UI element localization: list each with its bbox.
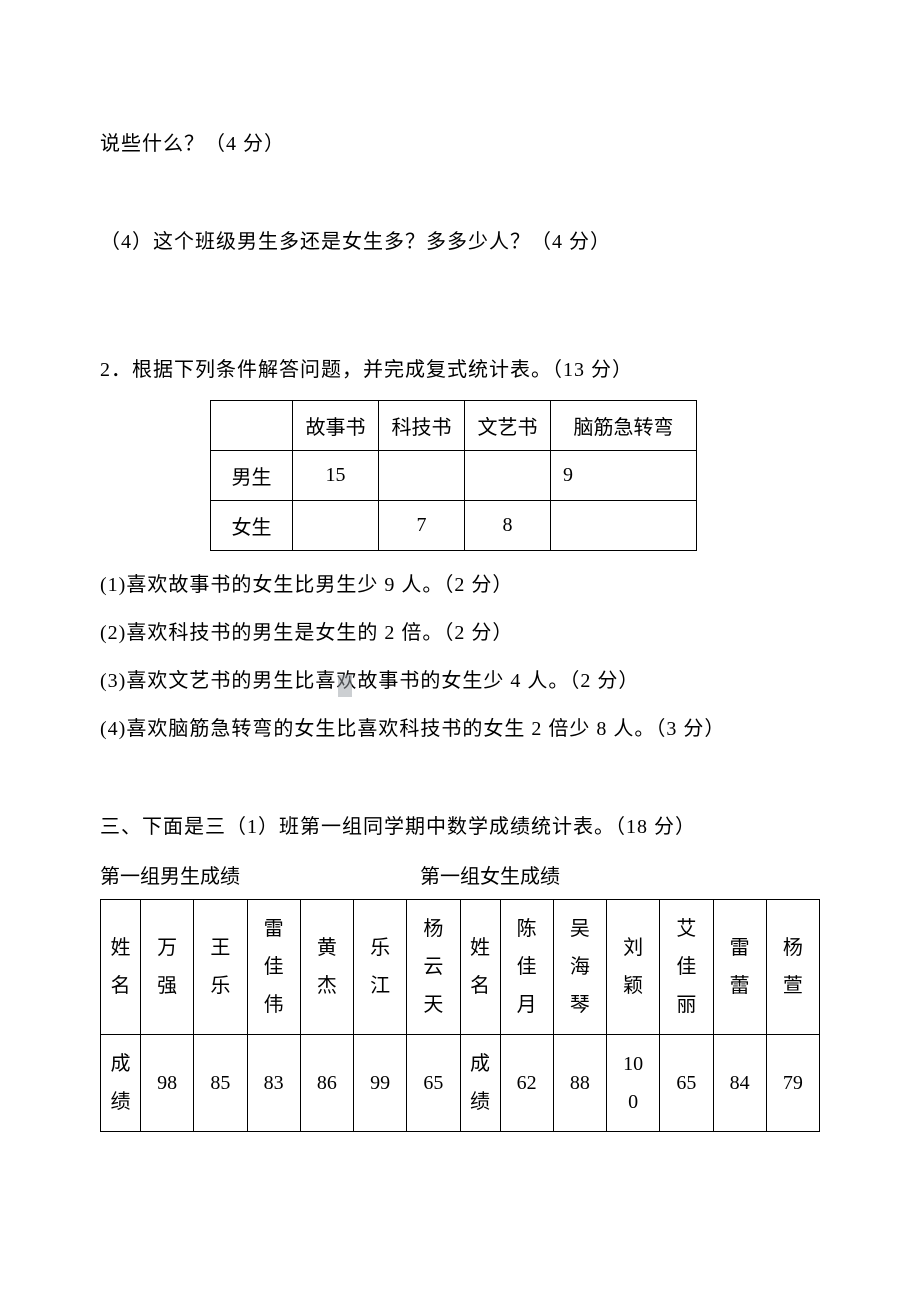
boy-name-5: 杨云天 — [407, 900, 460, 1035]
girl-score-1: 88 — [553, 1035, 606, 1132]
header-name-girls: 姓名 — [460, 900, 500, 1035]
table-header-story: 故事书 — [293, 401, 379, 451]
table-header-art: 文艺书 — [465, 401, 551, 451]
girl-name-5: 杨萱 — [766, 900, 819, 1035]
scores-table: 姓名 万强 王乐 雷佳伟 黄杰 乐江 杨云天 姓名 陈佳月 吴海琴 刘颖 艾佳丽… — [100, 899, 820, 1132]
girl-score-5: 79 — [766, 1035, 819, 1132]
cell-girls-science: 7 — [379, 501, 465, 551]
table-header-riddle: 脑筋急转弯 — [551, 401, 697, 451]
question-2-3: (3)喜欢文艺书的男生比喜欢故事书的女生少 4 人。（2 分） — [100, 657, 820, 705]
girl-score-4: 84 — [713, 1035, 766, 1132]
question-4: （4）这个班级男生多还是女生多？多多少人？（4 分） — [100, 218, 820, 266]
cell-boys-art — [465, 451, 551, 501]
question-2-intro: 2．根据下列条件解答问题，并完成复式统计表。（13 分） — [100, 346, 820, 394]
question-2-2: (2)喜欢科技书的男生是女生的 2 倍。（2 分） — [100, 609, 820, 657]
girl-name-3: 艾佳丽 — [660, 900, 713, 1035]
header-score-girls: 成绩 — [460, 1035, 500, 1132]
cell-girls-story — [293, 501, 379, 551]
label-boys-group: 第一组男生成绩 — [100, 857, 420, 897]
row-label-girls: 女生 — [211, 501, 293, 551]
cell-boys-riddle: 9 — [551, 451, 697, 501]
question-fragment-top: 说些什么？（4 分） — [100, 120, 820, 168]
girl-score-2: 100 — [607, 1035, 660, 1132]
girl-name-0: 陈佳月 — [500, 900, 553, 1035]
boy-score-3: 86 — [300, 1035, 353, 1132]
boy-name-1: 王乐 — [194, 900, 247, 1035]
table-header-empty — [211, 401, 293, 451]
boy-name-2: 雷佳伟 — [247, 900, 300, 1035]
cell-girls-riddle — [551, 501, 697, 551]
table-header-science: 科技书 — [379, 401, 465, 451]
header-name-boys: 姓名 — [101, 900, 141, 1035]
boy-name-3: 黄杰 — [300, 900, 353, 1035]
cell-boys-story: 15 — [293, 451, 379, 501]
group-labels-row: 第一组男生成绩 第一组女生成绩 — [100, 857, 820, 897]
section-3-title: 三、下面是三（1）班第一组同学期中数学成绩统计表。（18 分） — [100, 803, 820, 851]
girl-name-4: 雷蕾 — [713, 900, 766, 1035]
question-2-4: (4)喜欢脑筋急转弯的女生比喜欢科技书的女生 2 倍少 8 人。（3 分） — [100, 705, 820, 753]
girl-name-1: 吴海琴 — [553, 900, 606, 1035]
boy-score-2: 83 — [247, 1035, 300, 1132]
boy-score-5: 65 — [407, 1035, 460, 1132]
girl-name-2: 刘颖 — [607, 900, 660, 1035]
question-2-1: (1)喜欢故事书的女生比男生少 9 人。（2 分） — [100, 561, 820, 609]
girl-score-0: 62 — [500, 1035, 553, 1132]
label-girls-group: 第一组女生成绩 — [420, 857, 560, 897]
boy-score-1: 85 — [194, 1035, 247, 1132]
boy-name-4: 乐江 — [354, 900, 407, 1035]
header-score-boys: 成绩 — [101, 1035, 141, 1132]
boy-name-0: 万强 — [141, 900, 194, 1035]
row-label-boys: 男生 — [211, 451, 293, 501]
boy-score-4: 99 — [354, 1035, 407, 1132]
boy-score-0: 98 — [141, 1035, 194, 1132]
cell-girls-art: 8 — [465, 501, 551, 551]
girl-score-3: 65 — [660, 1035, 713, 1132]
books-stat-table: 故事书 科技书 文艺书 脑筋急转弯 男生 15 9 女生 7 8 — [210, 400, 697, 551]
cell-boys-science — [379, 451, 465, 501]
